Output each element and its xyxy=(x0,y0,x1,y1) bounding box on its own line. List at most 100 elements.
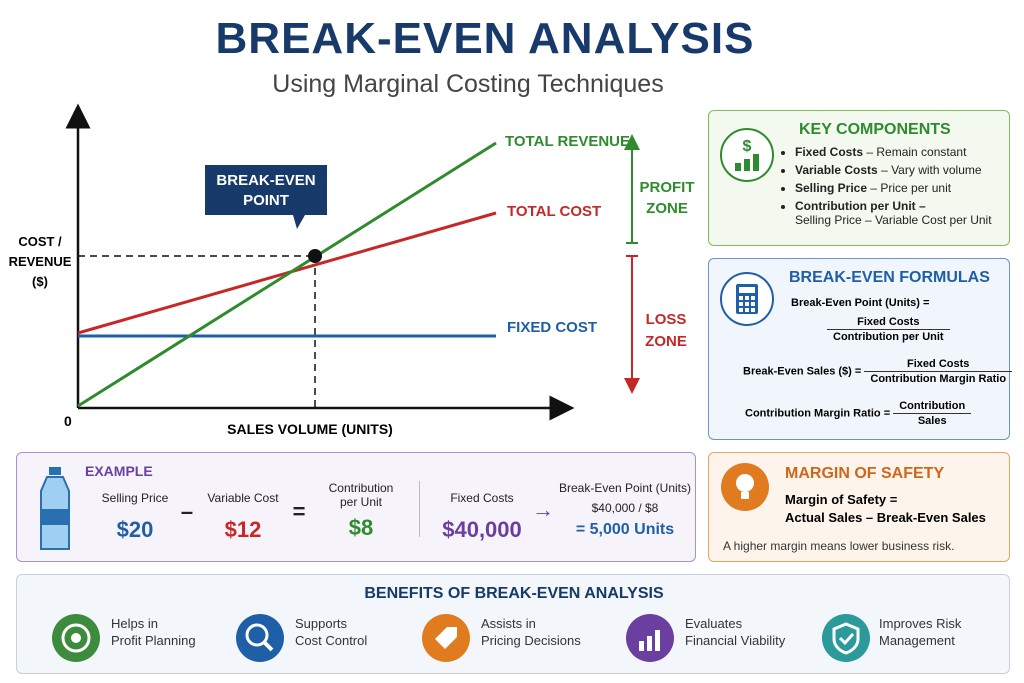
fraction: Fixed Costs Contribution per Unit xyxy=(827,315,950,344)
value: $20 xyxy=(116,517,154,542)
example-panel: EXAMPLE Selling Price $20 – Variable Cost… xyxy=(16,452,696,562)
label: Variable Cost xyxy=(207,491,279,505)
shape xyxy=(739,296,743,300)
operator: → xyxy=(532,497,554,522)
break-even-dot xyxy=(308,249,322,263)
formula-line: Margin of Safety = xyxy=(785,492,898,507)
example-item: Fixed Costs $40,000 xyxy=(437,491,527,543)
item: Selling Price – Price per unit xyxy=(795,181,1015,195)
margin-panel: MARGIN OF SAFETY Margin of Safety = Actua… xyxy=(708,452,1010,562)
graph: BREAK-EVEN POINT TOTAL REVENUE TOTAL COS… xyxy=(9,103,695,437)
example-item: Contribution per Unit $8 xyxy=(317,481,405,541)
icon xyxy=(422,614,470,662)
title: BREAK-EVEN ANALYSIS xyxy=(215,14,755,63)
item: Fixed Costs – Remain constant xyxy=(795,145,1015,159)
shape xyxy=(744,159,750,171)
shape xyxy=(61,623,91,653)
desc: Selling Price – Variable Cost per Unit xyxy=(795,213,992,227)
shape xyxy=(647,636,652,651)
example-item: Variable Cost $12 xyxy=(203,491,283,543)
subtitle: Using Marginal Costing Techniques xyxy=(272,70,664,98)
icon xyxy=(52,614,100,662)
desc: – Vary with volume xyxy=(881,163,982,177)
formulas-panel: BREAK-EVEN FORMULAS Break-Even Point (Un… xyxy=(708,258,1013,440)
example-item: Break-Even Point (Units) $40,000 / $8 = 5,… xyxy=(557,481,693,539)
icon xyxy=(721,463,769,511)
example-item: Selling Price $20 xyxy=(95,491,175,543)
divider xyxy=(419,481,420,537)
icon xyxy=(236,614,284,662)
label: Selling Price xyxy=(101,491,169,505)
formula: Contribution Margin Ratio = Contribution… xyxy=(745,399,972,428)
key-components-panel: $ KEY COMPONENTS Fixed Costs – Remain co… xyxy=(708,110,1010,246)
shape xyxy=(751,296,755,300)
note: A higher margin means lower business ris… xyxy=(723,539,955,553)
desc: – Remain constant xyxy=(866,145,967,159)
shape xyxy=(71,633,81,643)
origin-label: 0 xyxy=(64,413,72,429)
term: Contribution per Unit – xyxy=(795,199,926,213)
y-label: COST / xyxy=(18,234,62,249)
text: Cost Control xyxy=(295,633,368,648)
label: Contribution per Unit xyxy=(328,481,394,509)
denominator: Sales xyxy=(917,415,947,427)
total-revenue-line xyxy=(77,141,497,408)
item: Contribution per Unit –Selling Price – V… xyxy=(795,199,1015,227)
label: Break-Even Point (Units) xyxy=(558,481,692,495)
desc: – Price per unit xyxy=(870,181,952,195)
text: Supports xyxy=(295,616,348,631)
text: Evaluates xyxy=(685,616,743,631)
term: Fixed Costs xyxy=(795,145,864,159)
callout-text: POINT xyxy=(243,192,289,209)
panel-title: BENEFITS OF BREAK-EVEN ANALYSIS xyxy=(364,585,664,602)
shape xyxy=(739,308,743,312)
shape xyxy=(655,630,660,651)
formula-lhs: Break-Even Sales ($) = xyxy=(743,365,862,378)
benefit: Evaluates Financial Viability xyxy=(685,615,785,649)
shape xyxy=(753,154,759,171)
shape xyxy=(49,467,61,475)
panel-title: MARGIN OF SAFETY xyxy=(785,465,945,482)
text: Management xyxy=(879,633,955,648)
zone-label: ZONE xyxy=(646,200,688,217)
benefit: Supports Cost Control xyxy=(295,615,367,649)
shape xyxy=(720,128,774,182)
y-label: REVENUE xyxy=(9,254,72,269)
formula-lhs: Break-Even Point (Units) = xyxy=(791,297,930,309)
calc: $40,000 / $8 xyxy=(591,501,659,515)
result: = 5,000 Units xyxy=(575,521,675,538)
numerator: Contribution xyxy=(893,399,972,414)
term: Variable Costs xyxy=(795,163,878,177)
shape: $ xyxy=(743,138,752,155)
formula: Break-Even Sales ($) = Fixed Costs Contri… xyxy=(743,357,1013,386)
zone-label: LOSS xyxy=(646,311,687,328)
shape xyxy=(245,623,269,647)
formula-lhs: Contribution Margin Ratio = xyxy=(745,407,891,420)
denominator: Contribution Margin Ratio xyxy=(870,373,1007,385)
term: Selling Price xyxy=(795,181,868,195)
formula-line: Actual Sales – Break-Even Sales xyxy=(785,510,986,525)
shape: Fixed Costs – Remain constant Variable C… xyxy=(781,145,1015,231)
x-label: SALES VOLUME (UNITS) xyxy=(227,421,393,437)
shape xyxy=(751,308,755,312)
icon xyxy=(626,614,674,662)
shape xyxy=(745,296,749,300)
shape xyxy=(736,474,754,492)
value: $8 xyxy=(348,515,374,540)
shape xyxy=(745,308,749,312)
callout xyxy=(205,165,327,229)
operator: – xyxy=(180,499,194,524)
text: Financial Viability xyxy=(685,633,786,648)
text: Helps in xyxy=(111,616,158,631)
bottle-icon xyxy=(40,467,70,550)
shape: Contribution Sales xyxy=(893,399,972,428)
shape xyxy=(741,492,749,499)
shape xyxy=(42,509,68,525)
text: Profit Planning xyxy=(111,633,196,648)
numerator: Fixed Costs xyxy=(827,315,950,330)
icon xyxy=(822,614,870,662)
panel-title: EXAMPLE xyxy=(85,463,153,479)
shape xyxy=(739,296,755,312)
line-label: FIXED COST xyxy=(507,319,597,336)
